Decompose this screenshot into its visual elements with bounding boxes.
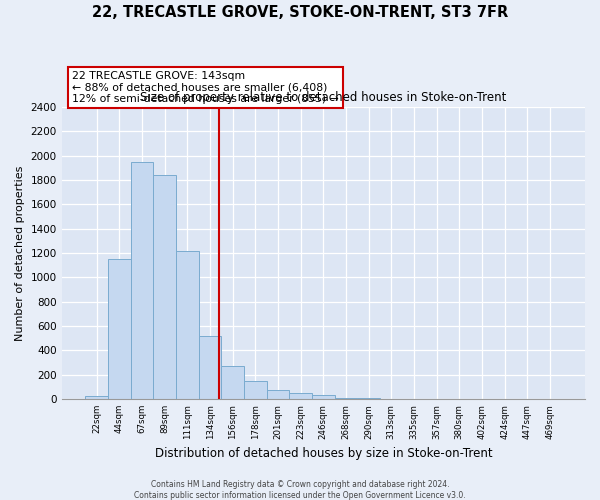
Bar [199,336,221,399]
X-axis label: Distribution of detached houses by size in Stoke-on-Trent: Distribution of detached houses by size … [155,447,492,460]
Y-axis label: Number of detached properties: Number of detached properties [15,166,25,340]
Bar [358,398,380,399]
Bar [289,394,312,399]
Text: 22 TRECASTLE GROVE: 143sqm
← 88% of detached houses are smaller (6,408)
12% of s: 22 TRECASTLE GROVE: 143sqm ← 88% of deta… [72,71,339,104]
Text: 22, TRECASTLE GROVE, STOKE-ON-TRENT, ST3 7FR: 22, TRECASTLE GROVE, STOKE-ON-TRENT, ST3… [92,5,508,20]
Title: Size of property relative to detached houses in Stoke-on-Trent: Size of property relative to detached ho… [140,92,506,104]
Text: Contains HM Land Registry data © Crown copyright and database right 2024.
Contai: Contains HM Land Registry data © Crown c… [134,480,466,500]
Bar [108,259,131,399]
Bar [312,394,335,399]
Bar [244,380,266,399]
Bar [131,162,154,399]
Bar [176,250,199,399]
Bar [154,175,176,399]
Bar [335,398,358,399]
Bar [85,396,108,399]
Bar [266,390,289,399]
Bar [221,366,244,399]
